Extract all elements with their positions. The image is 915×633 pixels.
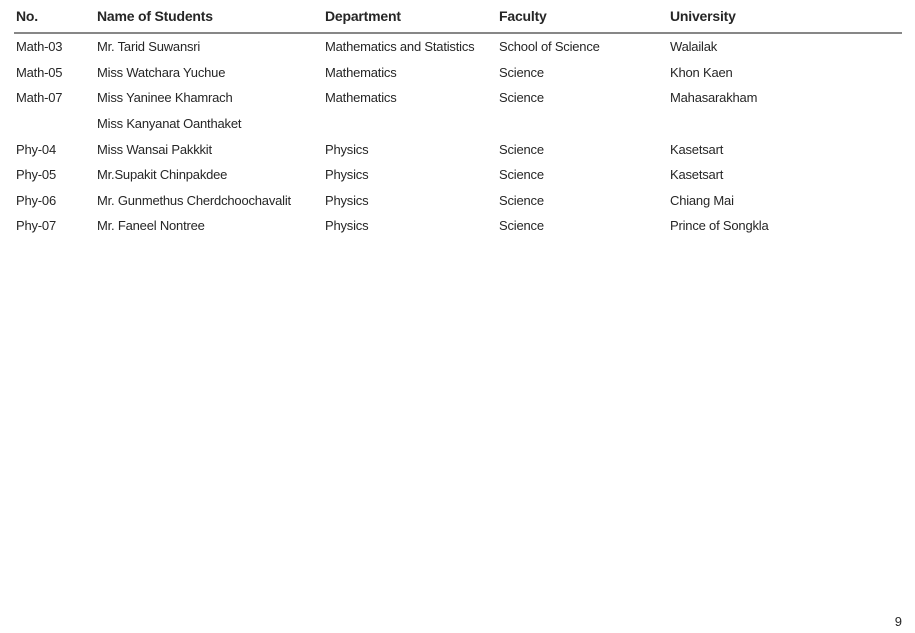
table-body: Math-03 Mr. Tarid Suwansri Mathematics and… <box>14 33 902 239</box>
column-header-department: Department <box>323 3 497 34</box>
students-table: No. Name of Students Department Faculty Univ… <box>14 3 902 239</box>
table-row: Miss Kanyanat Oanthaket <box>14 111 902 137</box>
column-header-faculty: Faculty <box>497 3 668 34</box>
table-cell-name: Mr.Supakit Chinpakdee <box>97 167 228 183</box>
table-cell-university: Kasetsart <box>670 167 724 183</box>
table-header: No. Name of Students Department Faculty Univ… <box>14 3 902 34</box>
table-header-row: No. Name of Students Department Faculty Univ… <box>14 3 902 34</box>
table-cell-university: Chiang Mai <box>670 192 734 208</box>
table-cell-name: Mr. Tarid Suwansri <box>97 39 201 55</box>
table-cell-faculty: School of Science <box>499 39 600 55</box>
table-cell-university <box>668 111 902 137</box>
column-header-name: Name of Students <box>95 3 323 34</box>
table-cell-department: Physics <box>325 167 369 183</box>
table-cell-department: Mathematics <box>325 90 397 106</box>
table-cell-name: Miss Yaninee Khamrach <box>97 90 233 106</box>
table-row: Phy-04 Miss Wansai Pakkkit Physics Science K… <box>14 136 902 162</box>
table-cell-department: Physics <box>325 141 369 157</box>
table-cell-faculty: Science <box>499 90 544 106</box>
table-cell-faculty: Science <box>499 192 544 208</box>
table-cell-no <box>14 111 95 137</box>
table-row: Phy-07 Mr. Faneel Nontree Physics Science Pr… <box>14 213 902 239</box>
table-cell-no: Phy-07 <box>16 218 56 234</box>
table-row: Phy-05 Mr.Supakit Chinpakdee Physics Scienc… <box>14 162 902 188</box>
table-cell-faculty <box>497 111 668 137</box>
table-cell-no: Math-05 <box>16 64 63 80</box>
table-cell-faculty: Science <box>499 141 544 157</box>
table-cell-name: Miss Wansai Pakkkit <box>97 141 212 157</box>
table-cell-no: Phy-05 <box>16 167 56 183</box>
table-cell-faculty: Science <box>499 218 544 234</box>
table-cell-name: Mr. Faneel Nontree <box>97 218 205 234</box>
table-cell-university: Mahasarakham <box>670 90 758 106</box>
table-cell-no: Phy-06 <box>16 192 56 208</box>
table-cell-no: Phy-04 <box>16 141 56 157</box>
column-header-no: No. <box>14 3 95 34</box>
table-row: Math-05 Miss Watchara Yuchue Mathematics Sc… <box>14 60 902 86</box>
table-cell-university: Khon Kaen <box>670 64 733 80</box>
table-cell-department: Physics <box>325 218 369 234</box>
table-cell-name: Miss Kanyanat Oanthaket <box>97 116 242 132</box>
table-cell-faculty: Science <box>499 167 544 183</box>
table-cell-faculty: Science <box>499 64 544 80</box>
table-row: Phy-06 Mr. Gunmethus Cherdchoochavalit Phy… <box>14 188 902 214</box>
table-cell-university: Kasetsart <box>670 141 724 157</box>
table-cell-department: Mathematics and Statistics <box>325 39 475 55</box>
table-row: Math-07 Miss Yaninee Khamrach Mathematics S… <box>14 85 902 111</box>
column-header-university: University <box>668 3 902 34</box>
table-cell-name: Mr. Gunmethus Cherdchoochavalit <box>97 192 291 208</box>
table-cell-university: Walailak <box>670 39 718 55</box>
table-row: Math-03 Mr. Tarid Suwansri Mathematics and… <box>14 33 902 60</box>
table-cell-name: Miss Watchara Yuchue <box>97 64 226 80</box>
table-cell-department: Physics <box>325 192 369 208</box>
table-cell-university: Prince of Songkla <box>670 218 769 234</box>
page-number: 9 <box>894 614 902 629</box>
table-cell-no: Math-03 <box>16 39 63 55</box>
table-cell-department <box>323 111 497 137</box>
table-cell-department: Mathematics <box>325 64 397 80</box>
table-cell-no: Math-07 <box>16 90 63 106</box>
